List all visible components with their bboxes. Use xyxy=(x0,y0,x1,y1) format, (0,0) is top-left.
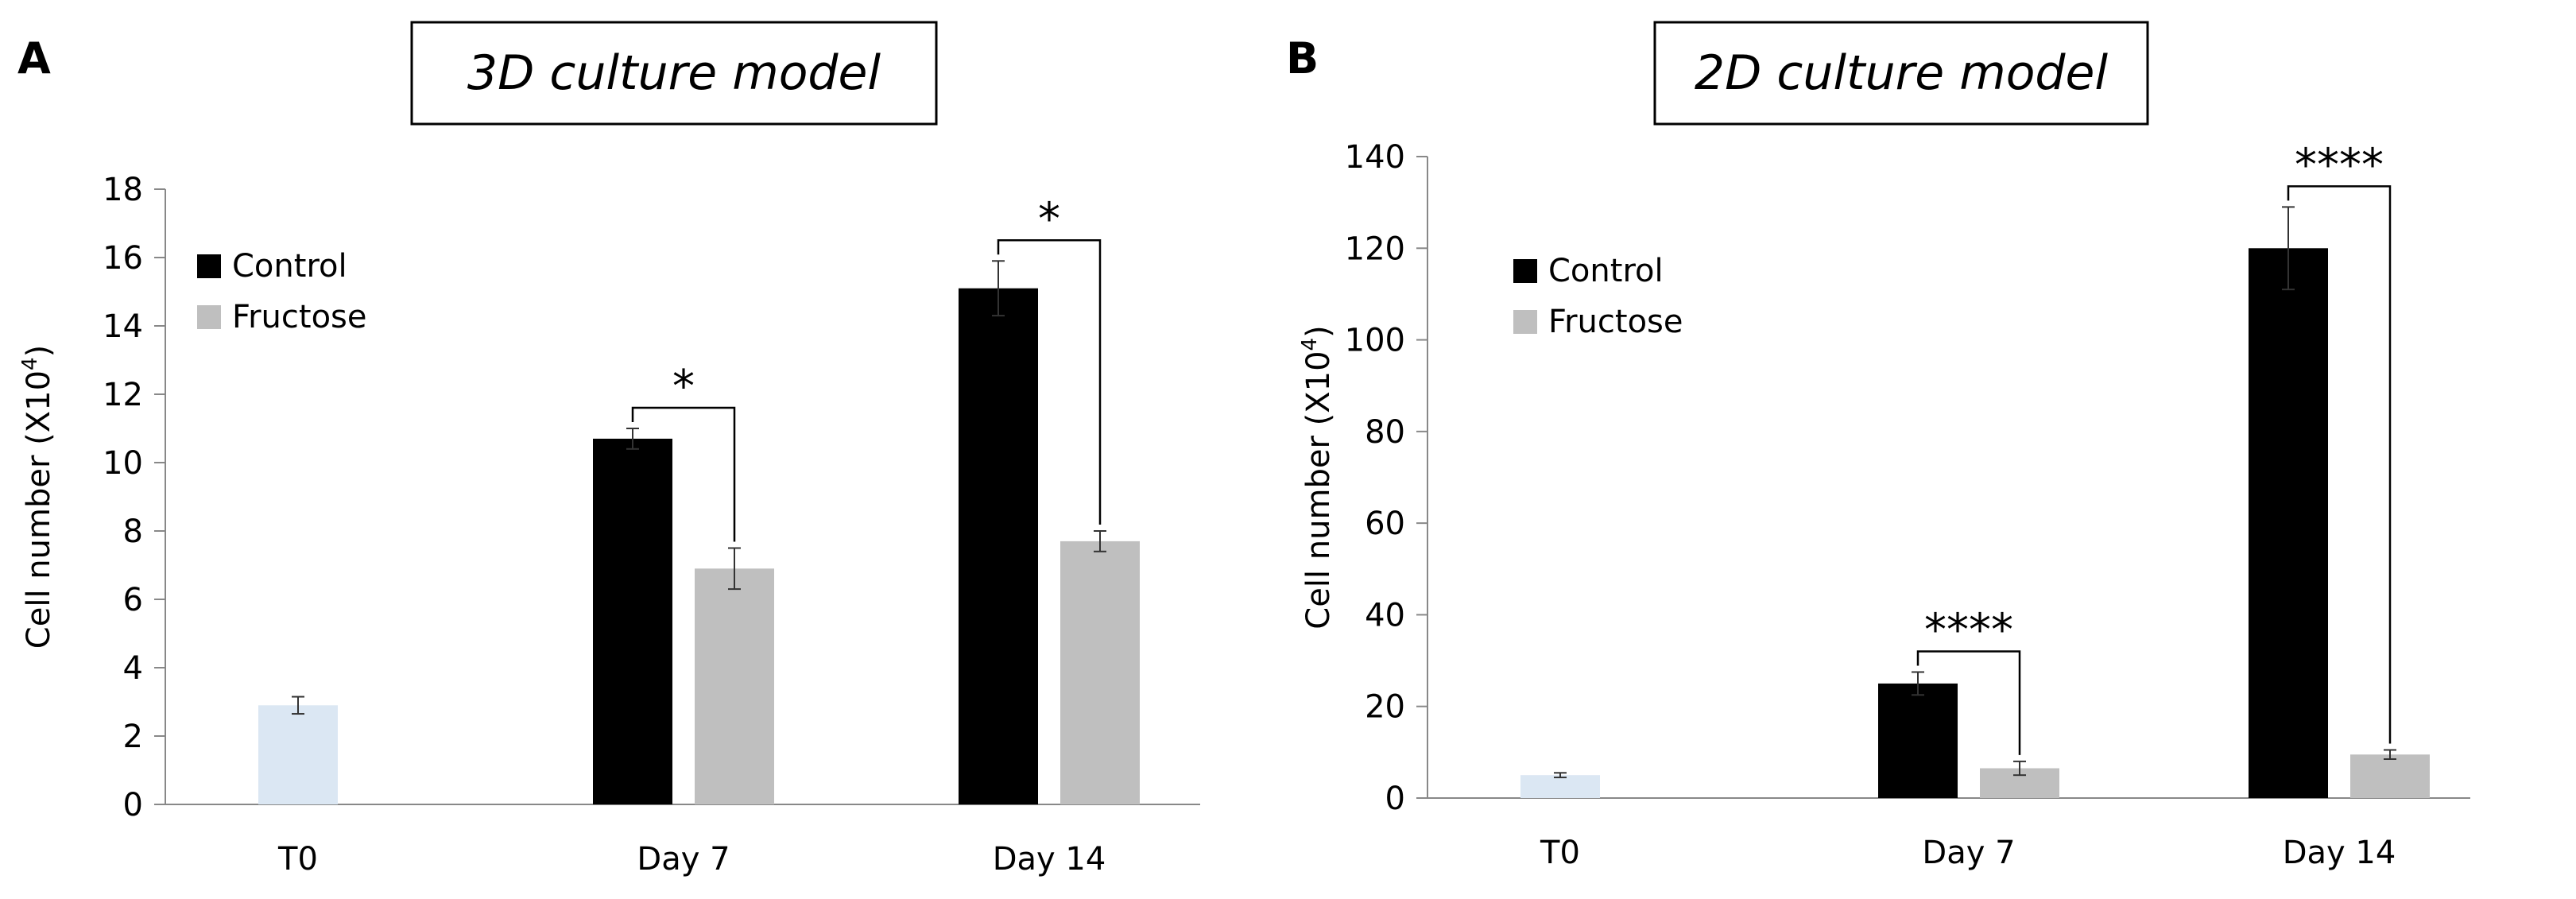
y-tick-label: 16 xyxy=(103,240,143,277)
bar-control-day-7 xyxy=(1878,683,1958,798)
y-tick-label: 120 xyxy=(1345,231,1405,267)
y-tick-label: 18 xyxy=(103,172,143,208)
significance-bracket xyxy=(997,239,1102,525)
y-tick-label: 140 xyxy=(1345,139,1405,176)
significance-bracket xyxy=(1916,650,2021,755)
x-category-label: Day 7 xyxy=(637,841,730,878)
chart-panel-a: A 3D culture model 0 2 4 6 8 10 12 14 16 18 Cell num… xyxy=(17,21,1200,878)
x-category-label: Day 14 xyxy=(2283,835,2396,871)
bar-control-day-7 xyxy=(593,438,672,804)
y-axis-title: Cell number (X104) xyxy=(1298,325,1337,629)
legend-label-fructose: Fructose xyxy=(232,299,367,335)
y-tick-label: 12 xyxy=(103,377,143,413)
bar-control-day-14 xyxy=(2249,248,2328,798)
y-tick-label: 10 xyxy=(103,445,143,482)
y-tick-label: 40 xyxy=(1365,597,1405,634)
legend-swatch-control xyxy=(1513,259,1537,283)
y-tick-label: 0 xyxy=(123,787,143,823)
significance-label: * xyxy=(672,361,695,413)
legend-label-control: Control xyxy=(1548,253,1664,289)
y-tick-label: 0 xyxy=(1385,781,1405,817)
significance-label: **** xyxy=(2295,139,2384,191)
chart-title: 2D culture model xyxy=(1695,45,2108,101)
y-tick-label: 60 xyxy=(1365,506,1405,542)
legend-label-control: Control xyxy=(232,248,347,285)
title-box xyxy=(410,21,938,126)
significance-bracket xyxy=(2287,185,2392,744)
bar-fructose-day-7 xyxy=(695,568,774,804)
y-tick-label: 2 xyxy=(123,719,143,755)
legend-swatch-fructose xyxy=(197,305,221,329)
title-box xyxy=(1653,21,2149,126)
panel-letter: A xyxy=(17,33,51,83)
x-category-label: T0 xyxy=(1540,835,1580,871)
y-tick-label: 4 xyxy=(123,650,143,687)
y-tick-label: 14 xyxy=(103,308,143,345)
y-axis-title: Cell number (X104) xyxy=(18,345,57,649)
significance-label: **** xyxy=(1924,604,2013,656)
y-tick-label: 20 xyxy=(1365,689,1405,726)
bar-t0-t0 xyxy=(1520,775,1600,798)
y-axis-title-main: Cell number (X10 xyxy=(21,370,57,649)
bar-t0-t0 xyxy=(258,705,338,804)
y-axis-title-superscript: 4 xyxy=(18,357,42,370)
significance-label: * xyxy=(1038,193,1060,245)
y-tick-label: 100 xyxy=(1345,323,1405,359)
significance-bracket xyxy=(631,406,736,542)
legend-swatch-fructose xyxy=(1513,310,1537,334)
legend-swatch-control xyxy=(197,254,221,278)
y-tick-label: 6 xyxy=(123,582,143,618)
panel-letter: B xyxy=(1286,33,1319,83)
chart-title: 3D culture model xyxy=(467,45,881,101)
y-axis-title-end: ) xyxy=(21,345,57,358)
legend-label-fructose: Fructose xyxy=(1548,304,1683,340)
y-axis-title-superscript: 4 xyxy=(1298,338,1322,351)
bar-fructose-day-14 xyxy=(1060,541,1140,804)
y-tick-label: 8 xyxy=(123,513,143,550)
bar-control-day-14 xyxy=(959,288,1038,804)
x-category-label: T0 xyxy=(277,841,318,878)
chart-panel-b: B 2D culture model 0 20 40 60 80 100 120 140 Cell … xyxy=(1286,21,2470,871)
x-category-label: Day 7 xyxy=(1922,835,2015,871)
y-tick-label: 80 xyxy=(1365,414,1405,451)
y-axis-title-end: ) xyxy=(1300,325,1337,338)
y-axis-title-main: Cell number (X10 xyxy=(1300,351,1337,629)
bar-fructose-day-14 xyxy=(2350,754,2430,798)
x-category-label: Day 14 xyxy=(993,841,1106,878)
